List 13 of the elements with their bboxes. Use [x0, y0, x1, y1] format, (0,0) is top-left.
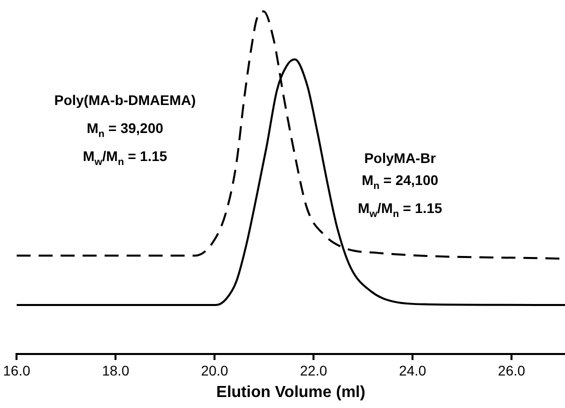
x-tick-label: 16.0 — [3, 362, 30, 378]
x-axis-title: Elution Volume (ml) — [216, 384, 366, 401]
x-tick-label: 22.0 — [300, 362, 328, 378]
annotation: Poly(MA-b-DMAEMA) — [54, 92, 196, 108]
annotation: M$_{n}$ = 39,200 — [86, 120, 164, 140]
annotation: PolyMA-Br — [364, 150, 436, 166]
x-tick-label: 26.0 — [498, 362, 526, 378]
annotation: M$_{w}$/M$_{n}$ = 1.15 — [82, 148, 168, 168]
annotation: M$_{n}$ = 24,100 — [362, 172, 438, 192]
x-tick-label: 24.0 — [398, 362, 426, 378]
annotation: M$_{w}$/M$_{n}$ = 1.15 — [358, 200, 442, 220]
x-tick-label: 18.0 — [102, 362, 130, 378]
x-tick-label: 20.0 — [200, 362, 228, 378]
